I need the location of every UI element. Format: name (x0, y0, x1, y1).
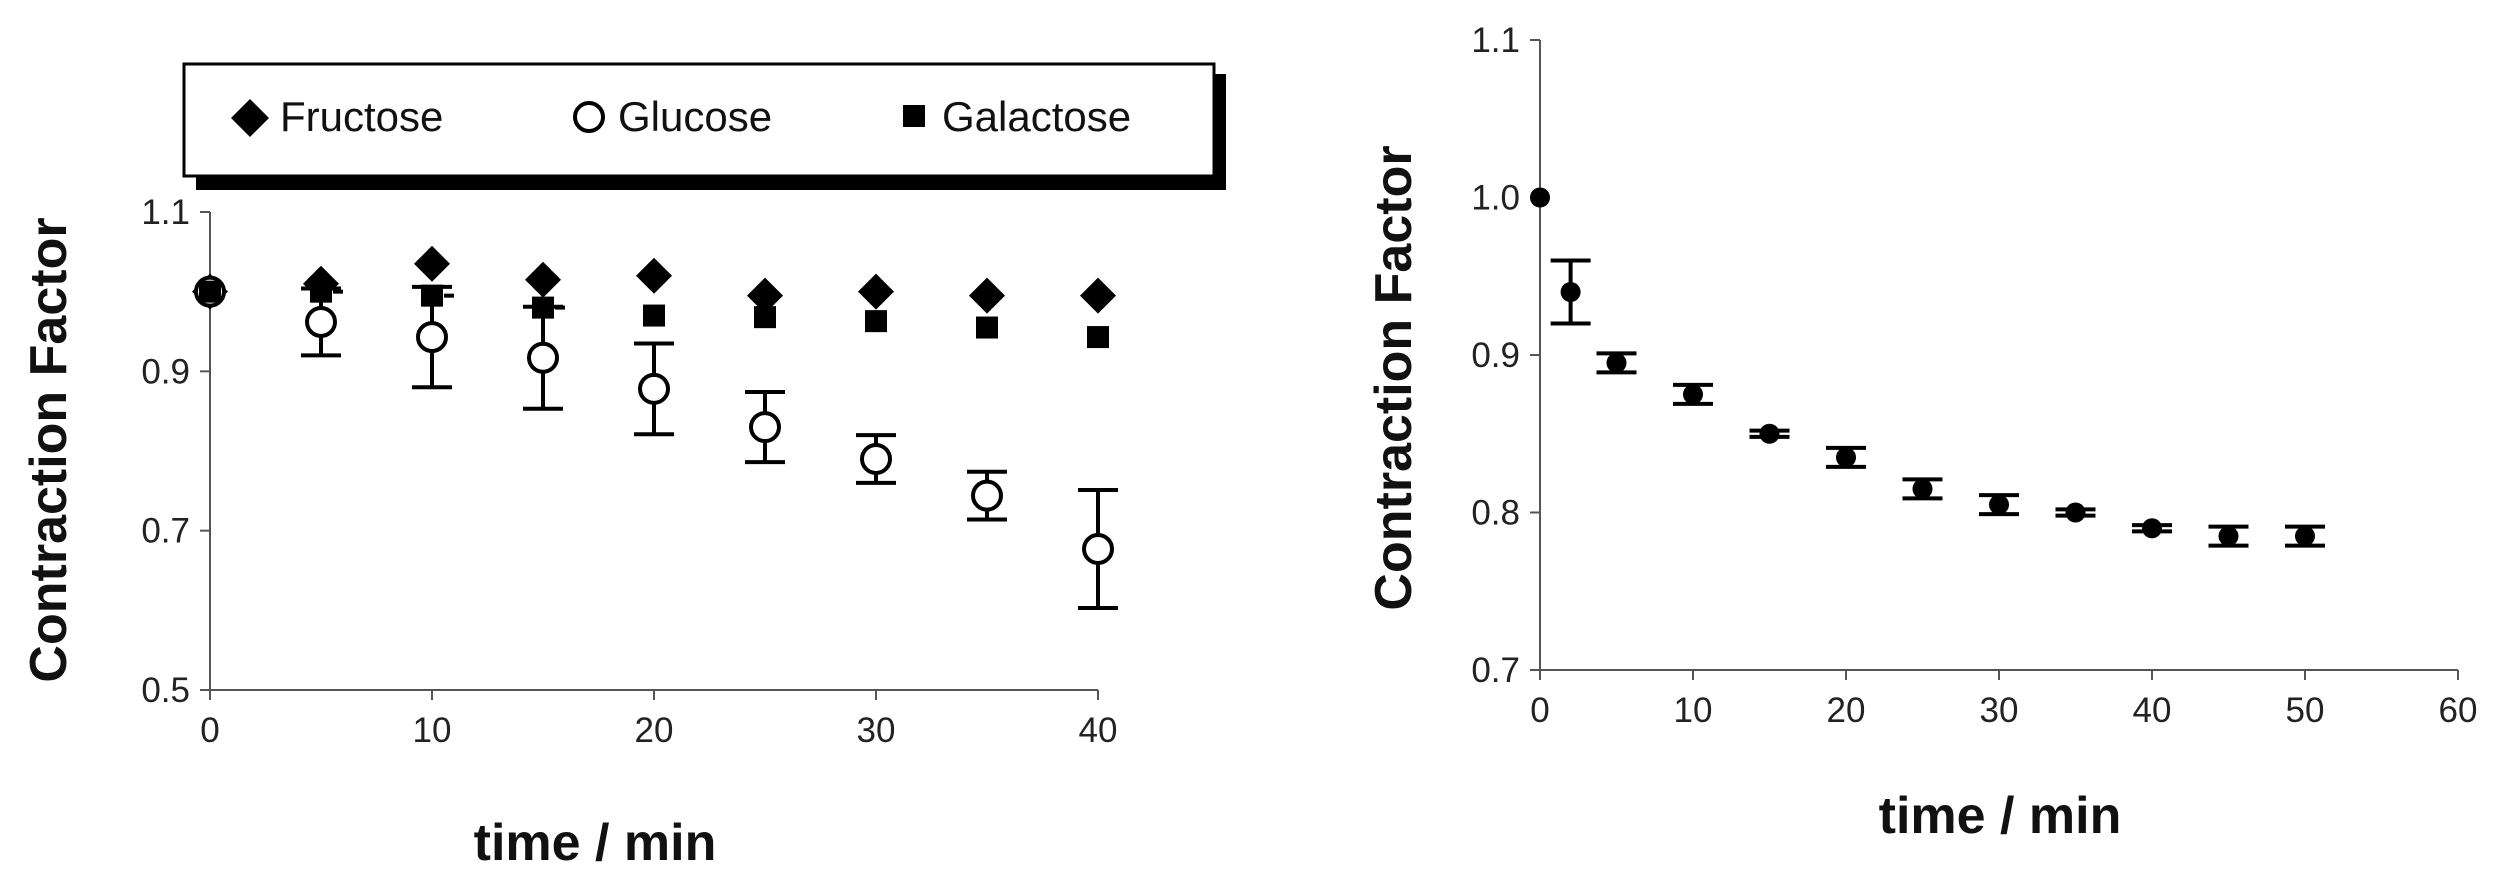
right-point (1683, 384, 1703, 405)
right-y-axis-label: Contraction Factor (1365, 145, 1423, 610)
right-y-tick-label: 1.0 (1471, 179, 1520, 218)
left-point-galactose (643, 304, 665, 327)
left-point-glucose (416, 321, 448, 354)
right-x-tick-label: 60 (2439, 691, 2478, 730)
right-y-tick-label: 0.8 (1471, 494, 1520, 533)
left-point-galactose (199, 280, 221, 303)
right-point (2218, 526, 2239, 547)
right-y-tick-label: 0.9 (1471, 336, 1520, 375)
left-point-galactose (310, 280, 332, 303)
left-point-fructose (636, 257, 672, 294)
left-point-galactose (976, 316, 998, 339)
left-point-glucose (971, 479, 1003, 512)
legend-marker-galactose (903, 105, 925, 127)
right-x-axis-label: time / min (1879, 787, 2122, 845)
right-point (1530, 187, 1550, 208)
left-chart: Fructose Glucose Galactose 0 10 20 30 400.50… (20, 62, 1226, 872)
left-point-fructose (414, 245, 450, 282)
left-point-galactose (1087, 326, 1109, 349)
right-y-tick-label: 1.1 (1471, 21, 1520, 60)
left-x-tick-label: 40 (1079, 711, 1118, 750)
left-point-fructose (969, 277, 1005, 314)
right-x-tick-label: 30 (1980, 691, 2019, 730)
right-x-tick-label: 50 (2286, 691, 2325, 730)
left-point-galactose (532, 296, 554, 319)
right-x-tick-label: 0 (1530, 691, 1549, 730)
left-legend: Fructose Glucose Galactose (182, 62, 1226, 190)
legend-label-glucose: Glucose (618, 93, 772, 140)
left-point-glucose (305, 305, 337, 338)
left-x-tick-label: 0 (200, 711, 219, 750)
left-x-tick-label: 10 (413, 711, 452, 750)
right-point (2295, 526, 2315, 547)
left-point-galactose (421, 284, 443, 307)
left-x-axis-label: time / min (474, 814, 717, 872)
left-point-glucose (1082, 532, 1114, 565)
right-point (1912, 478, 1933, 499)
legend-label-fructose: Fructose (280, 93, 443, 140)
right-point (2142, 518, 2162, 539)
left-axes: 0 10 20 30 40 0.5 0.7 0.9 1.1 (141, 193, 1117, 750)
left-y-tick-label: 0.7 (141, 512, 190, 551)
right-data-marks (1530, 187, 2325, 548)
right-x-tick-label: 20 (1827, 691, 1866, 730)
right-chart: 0 10 20 30 40 50 600.70.80.91.01.1 time / min … (1365, 21, 2477, 845)
right-point (1606, 352, 1627, 373)
left-point-fructose (747, 277, 783, 314)
right-x-tick-label: 10 (1674, 691, 1713, 730)
left-y-axis-label: Contraction Factor (20, 217, 78, 682)
right-point (2065, 502, 2086, 523)
right-point (1560, 282, 1581, 302)
left-point-fructose (525, 261, 561, 298)
right-point (1989, 494, 2009, 515)
legend-label-galactose: Galactose (942, 93, 1131, 140)
left-y-tick-label: 0.5 (141, 671, 190, 710)
left-point-fructose (858, 273, 894, 310)
left-point-glucose (749, 411, 781, 444)
left-point-galactose (754, 306, 776, 329)
legend-marker-glucose (573, 101, 605, 133)
left-y-tick-label: 1.1 (141, 193, 190, 232)
left-data-marks (192, 245, 1118, 610)
right-x-tick-label: 40 (2133, 691, 2172, 730)
right-y-tick-label: 0.7 (1471, 651, 1520, 690)
legend-box (182, 62, 1216, 178)
legend-marker-fructose (231, 99, 269, 137)
left-x-tick-label: 30 (857, 711, 896, 750)
left-point-fructose (1080, 277, 1116, 314)
right-point (1836, 447, 1856, 468)
left-point-glucose (527, 341, 559, 374)
left-point-glucose (638, 372, 670, 405)
right-axes: 0 10 20 30 40 50 60 0.7 0.8 0.9 1.0 1.1 (1471, 21, 2477, 730)
left-y-tick-label: 0.9 (141, 352, 190, 391)
left-point-galactose (865, 310, 887, 333)
right-point (1759, 423, 1780, 444)
left-point-glucose (860, 442, 892, 475)
left-x-tick-label: 20 (635, 711, 674, 750)
